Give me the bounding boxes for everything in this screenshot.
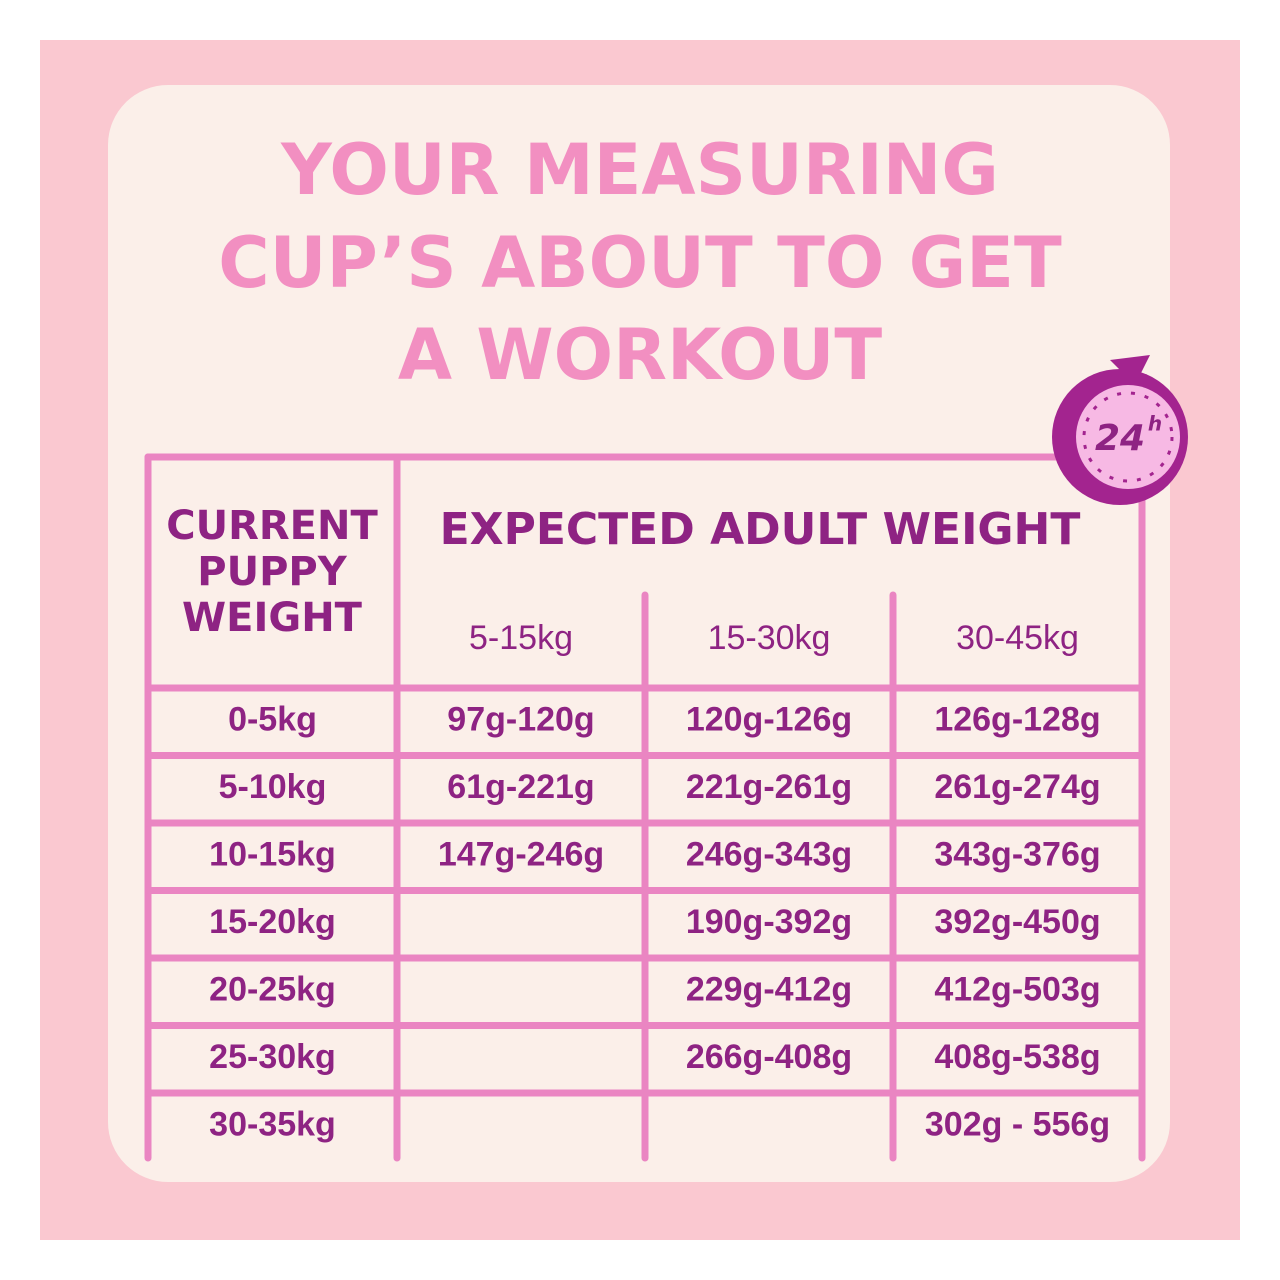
table-cell: 10-15kg [209,836,336,874]
row-header: PUPPY [197,549,347,595]
table-cell: 126g-128g [934,701,1100,739]
table-cell: 25-30kg [209,1038,336,1076]
table-cell: 246g-343g [686,836,852,874]
title-line: CUP’S ABOUT TO GET [218,222,1062,304]
table-cell: 392g-450g [934,903,1100,941]
table-cell: 120g-126g [686,701,852,739]
table-cell: 408g-538g [934,1038,1100,1076]
title-line: YOUR MEASURING [280,129,999,211]
table-cell: 15-20kg [209,903,336,941]
row-header: WEIGHT [182,595,363,641]
table-cell: 221g-261g [686,768,852,806]
table-cell: 261g-274g [934,768,1100,806]
table-cell: 343g-376g [934,836,1100,874]
card [108,85,1170,1182]
table-cell: 61g-221g [447,768,594,806]
table-cell: 147g-246g [438,836,604,874]
group-header: EXPECTED ADULT WEIGHT [440,504,1081,555]
column-header: 5-15kg [469,619,573,657]
table-cell: 412g-503g [934,971,1100,1009]
table-cell: 30-35kg [209,1106,336,1144]
table-cell: 97g-120g [447,701,594,739]
table-cell: 5-10kg [219,768,327,806]
table-cell: 229g-412g [686,971,852,1009]
table-cell: 266g-408g [686,1038,852,1076]
table-cell: 190g-392g [686,903,852,941]
table-cell: 20-25kg [209,971,336,1009]
column-header: 30-45kg [956,619,1079,657]
badge-number: 24 [1095,418,1145,459]
table-cell: 0-5kg [228,701,317,739]
column-header: 15-30kg [708,619,831,657]
title-line: A WORKOUT [398,314,883,396]
badge-unit: h [1148,412,1162,436]
table-cell: 302g - 556g [925,1106,1110,1144]
row-header: CURRENT [166,503,378,549]
badge: 24 h [1052,355,1188,505]
